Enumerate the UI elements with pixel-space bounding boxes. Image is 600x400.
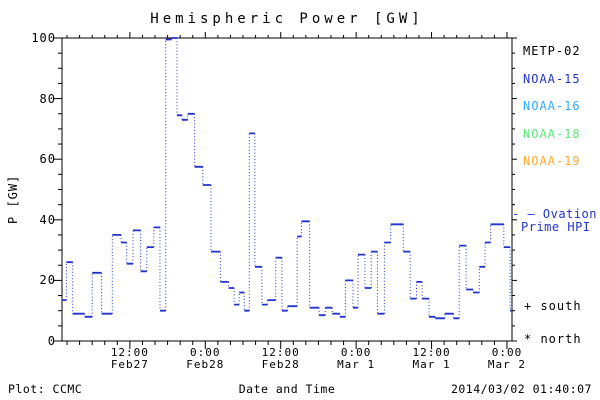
chart-title: Hemispheric Power [GW]: [150, 11, 424, 27]
x-tick-date: Mar 2: [487, 358, 527, 371]
x-tick-date: Feb28: [186, 358, 225, 371]
axis-ticks: [54, 32, 517, 349]
legend-item-metp-02: METP-02: [523, 44, 581, 58]
x-tick-label: 12:00 Feb28: [246, 347, 316, 371]
plot-source: Plot: CCMC: [8, 382, 83, 396]
plot-frame: [61, 37, 513, 342]
x-tick-time: 0:00: [190, 346, 221, 359]
x-tick-time: 0:00: [491, 346, 523, 359]
legend-item-noaa-15: NOAA-15: [523, 71, 581, 86]
plot-timestamp: 2014/03/02 01:40:07: [450, 382, 592, 396]
x-tick-label: 0:00 Mar 1: [321, 347, 391, 371]
line-sample-icon: - —: [512, 207, 536, 221]
y-tick-label: 0: [47, 334, 56, 348]
ovation-legend-line1: - — Ovation: [512, 207, 597, 221]
x-tick-date: Feb27: [110, 358, 149, 371]
x-tick-date: Mar 1: [337, 358, 376, 371]
y-axis-label: P [GW]: [6, 174, 20, 224]
x-tick-date: Feb28: [261, 358, 300, 371]
x-tick-time: 12:00: [261, 346, 300, 359]
x-tick-label: 12:00 Mar 1: [397, 347, 467, 371]
x-tick-time: 12:00: [110, 346, 149, 359]
y-tick-label: 20: [39, 273, 56, 288]
x-tick-time: 0:00: [340, 346, 372, 359]
x-tick-label: 0:00 Mar 2: [472, 347, 542, 371]
y-tick-label: 100: [31, 31, 56, 45]
x-tick-date: Mar 1: [412, 358, 451, 371]
y-tick-label: 80: [39, 91, 56, 106]
south-marker-note: + south: [524, 299, 582, 313]
legend-item-noaa-18: NOAA-18: [523, 126, 581, 141]
x-tick-time: 12:00: [412, 346, 451, 359]
legend-item-noaa-16: NOAA-16: [523, 99, 581, 113]
y-tick-label: 60: [39, 152, 56, 167]
north-marker-note: * north: [524, 332, 582, 346]
x-tick-label: 12:00 Feb27: [95, 347, 165, 371]
x-axis-title: Date and Time: [238, 382, 336, 396]
ovation-label: Ovation: [542, 207, 597, 221]
y-tick-label: 40: [39, 212, 56, 227]
ovation-legend-line2: Prime HPI: [521, 220, 591, 234]
x-tick-label: 0:00 Feb28: [170, 347, 240, 371]
legend-item-noaa-19: NOAA-19: [523, 154, 581, 168]
hpi-step-line: [62, 37, 512, 320]
